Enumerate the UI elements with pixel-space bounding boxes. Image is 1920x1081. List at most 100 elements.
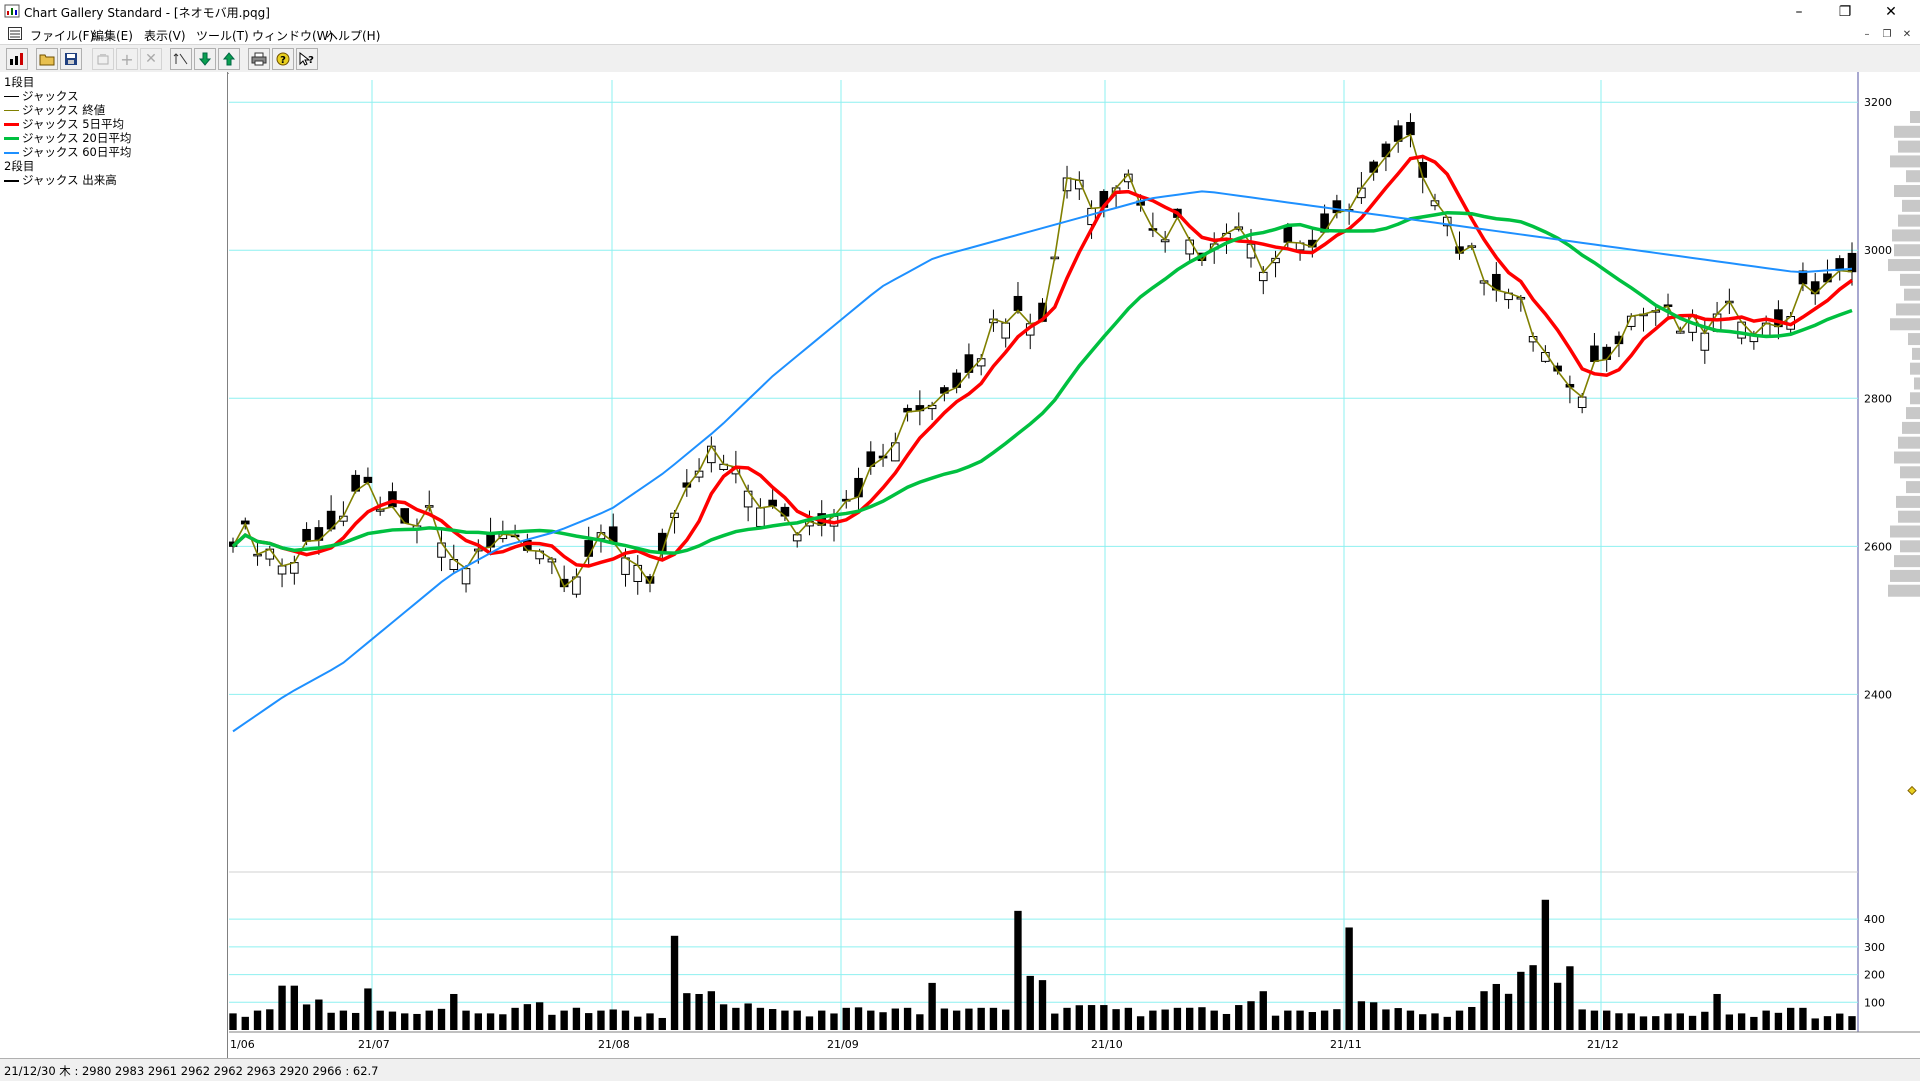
mdi-restore-button[interactable]: ❐ [1878, 25, 1896, 43]
volume-bar [1688, 1015, 1697, 1030]
candle-body [400, 508, 410, 524]
volume-bar [1737, 1013, 1746, 1030]
price-volume-profile-bar [1912, 347, 1920, 360]
properties-button[interactable] [92, 48, 114, 70]
volume-bar [364, 988, 372, 1030]
volume-bar [1100, 1005, 1108, 1030]
chart-background [229, 72, 1920, 1058]
close-button[interactable]: ✕ [1868, 0, 1914, 24]
volume-bar [1087, 1005, 1096, 1030]
mdi-minimize-button[interactable]: – [1858, 25, 1876, 43]
restore-icon: ❐ [1838, 4, 1852, 20]
candle-body [854, 477, 863, 498]
volume-bar [830, 1013, 838, 1030]
volume-bar [401, 1013, 409, 1030]
volume-bar [388, 1011, 397, 1030]
volume-bar [1725, 1014, 1734, 1030]
menu-view[interactable]: 表示(V) [144, 29, 186, 43]
help-button[interactable]: ? [272, 48, 294, 70]
open-folder-icon [39, 54, 55, 66]
volume-bar [1504, 993, 1513, 1030]
price-tick-label: 2400 [1864, 688, 1892, 701]
volume-bar [719, 1004, 728, 1030]
close-icon: ✕ [1885, 4, 1897, 20]
x-tick-label: 21/09 [827, 1038, 859, 1051]
menu-file[interactable]: ファイル(F) [30, 29, 95, 43]
volume-bar [683, 993, 691, 1030]
volume-bar [597, 1010, 605, 1030]
x-tick-label: 21/10 [1091, 1038, 1123, 1051]
price-volume-profile-bar [1888, 584, 1920, 597]
volume-bar [781, 1010, 789, 1030]
volume-bar [560, 1010, 568, 1030]
legend-item-ma60[interactable]: ジャックス 60日平均 [4, 144, 131, 160]
mdi-close-button[interactable]: ✕ [1898, 25, 1916, 43]
upload-button[interactable] [218, 48, 240, 70]
chart-type-button[interactable] [6, 48, 28, 70]
volume-bar [1492, 983, 1500, 1030]
volume-bar [474, 1013, 482, 1030]
menu-tools[interactable]: ツール(T) [196, 29, 249, 43]
maximize-button[interactable]: ❐ [1822, 0, 1868, 24]
volume-bar [1308, 1012, 1317, 1030]
volume-bar [1750, 1016, 1758, 1030]
legend-item-ma20[interactable]: ジャックス 20日平均 [4, 130, 131, 146]
legend-item-price[interactable]: ジャックス [4, 88, 79, 104]
volume-bar [744, 1003, 752, 1030]
chart-area[interactable]: 2400 2600 2800 3000 3200 100 200 300 400 1/06 21/0… [228, 72, 1920, 1058]
menu-window[interactable]: ウィンドウ(W) [252, 29, 334, 43]
ma60-line [232, 190, 1853, 733]
menu-help[interactable]: ヘルプ(H) [326, 29, 381, 43]
chart-svg[interactable]: 2400 2600 2800 3000 3200 100 200 300 400 1/06 21/0… [228, 72, 1920, 1058]
add-button[interactable]: + [116, 48, 138, 70]
volume-bar [1431, 1013, 1439, 1030]
svg-text:?: ? [308, 55, 314, 66]
volume-bar [351, 1012, 360, 1030]
save-button[interactable] [60, 48, 82, 70]
download-button[interactable] [194, 48, 216, 70]
volume-tick-label: 400 [1864, 913, 1885, 926]
scale-button[interactable] [170, 48, 192, 70]
ma5-line [231, 154, 1854, 568]
x-tick-label: 21/07 [358, 1038, 390, 1051]
print-button[interactable] [248, 48, 270, 70]
delete-button[interactable]: ✕ [140, 48, 162, 70]
volume-bar [1529, 965, 1537, 1030]
system-menu-icon[interactable] [8, 27, 22, 40]
volume-bar [302, 1004, 311, 1030]
candle-body [388, 491, 397, 508]
minimize-button[interactable]: – [1776, 0, 1822, 24]
save-icon [65, 53, 77, 65]
volume-bar [989, 1007, 998, 1030]
volume-bar [670, 935, 679, 1030]
legend-item-volume[interactable]: ジャックス 出来高 [4, 172, 117, 188]
context-help-button[interactable]: ? [296, 48, 318, 70]
volume-bar [376, 1010, 384, 1030]
price-volume-profile-bar [1890, 318, 1920, 331]
volume-bar [1161, 1009, 1169, 1030]
axis-marker-icon [1907, 785, 1917, 796]
candle-body [768, 499, 777, 507]
candle-body [1700, 332, 1710, 351]
volume-bar [413, 1013, 421, 1030]
volume-bar [1786, 1007, 1795, 1030]
price-volume-profile-bar [1894, 185, 1920, 198]
legend-swatch [4, 151, 19, 154]
volume-bar [450, 993, 458, 1030]
volume-bar [1149, 1010, 1157, 1030]
toolbar: + ✕ ? ? [0, 44, 1920, 74]
candle-body [584, 540, 593, 557]
volume-bar [1762, 1010, 1770, 1030]
legend-item-close[interactable]: ジャックス 終値 [4, 102, 105, 118]
candle-body [707, 445, 716, 464]
volume-bar [646, 1013, 654, 1030]
status-text: 21/12/30 木 : 2980 2983 2961 2962 2962 29… [4, 1064, 379, 1078]
volume-bar [1124, 1007, 1133, 1030]
volume-tick-label: 200 [1864, 969, 1885, 982]
volume-bar [879, 1012, 887, 1030]
volume-bar [707, 991, 716, 1030]
legend-item-ma5[interactable]: ジャックス 5日平均 [4, 116, 124, 132]
open-button[interactable] [36, 48, 58, 70]
menu-edit[interactable]: 編集(E) [92, 29, 133, 43]
price-volume-profile-bar [1892, 229, 1920, 242]
